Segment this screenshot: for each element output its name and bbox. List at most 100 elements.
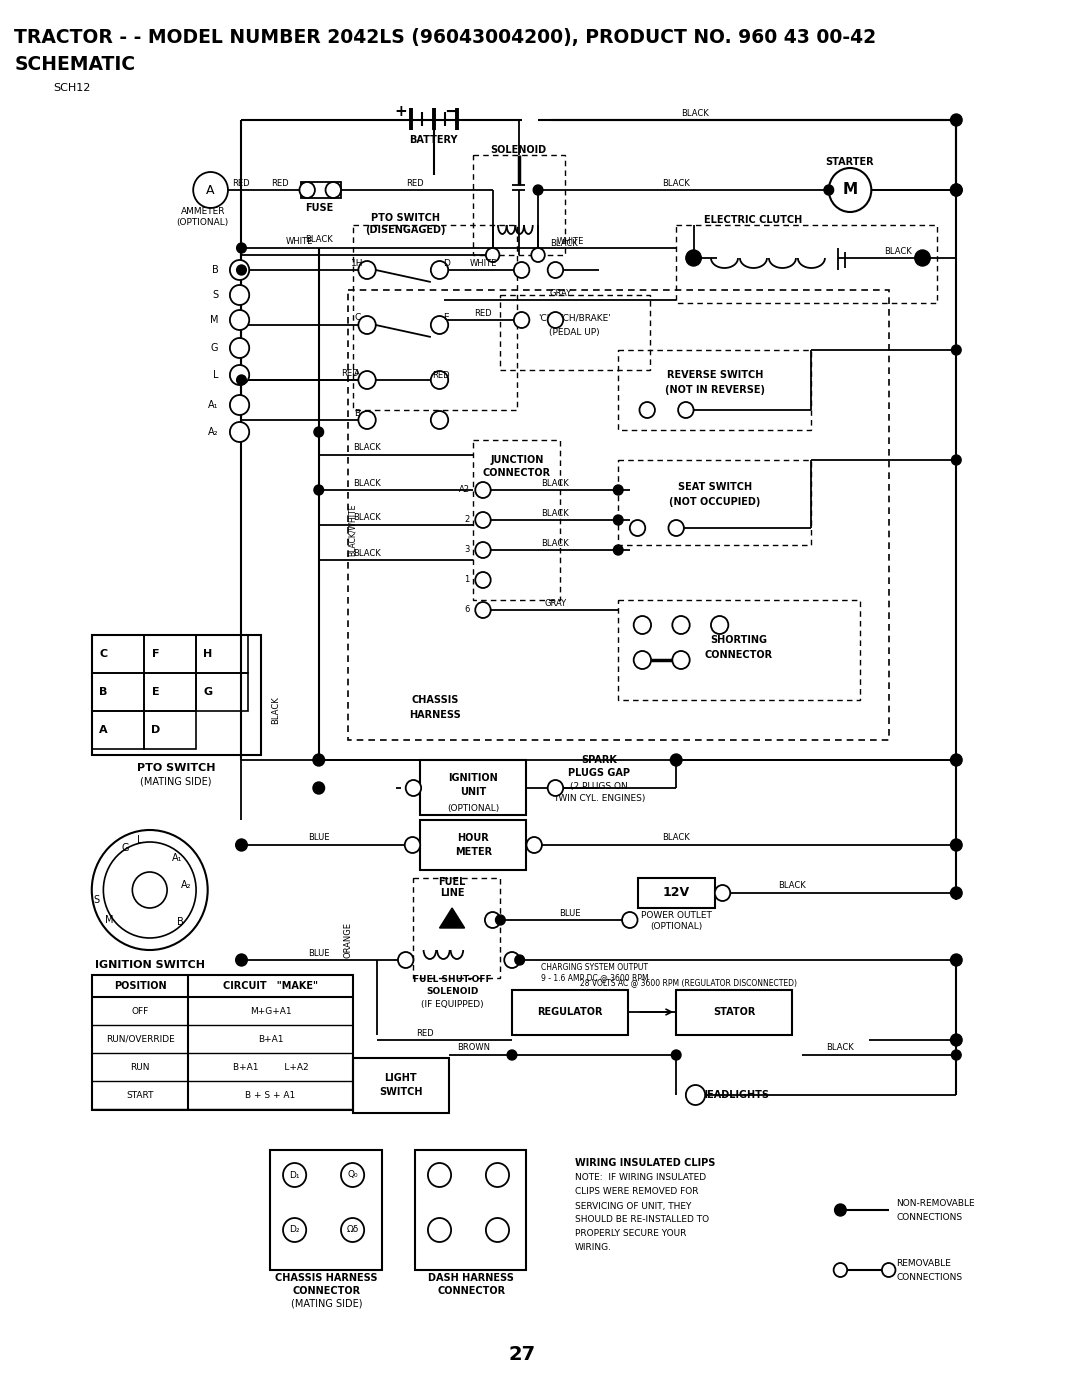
Text: (OPTIONAL): (OPTIONAL) bbox=[650, 922, 702, 930]
Circle shape bbox=[431, 261, 448, 279]
Text: BROWN: BROWN bbox=[457, 1044, 490, 1052]
Text: BLUE: BLUE bbox=[308, 949, 329, 957]
Circle shape bbox=[672, 1051, 681, 1060]
Bar bbox=[92, 636, 144, 673]
Circle shape bbox=[828, 168, 872, 212]
Text: CHARGING SYSTEM OUTPUT: CHARGING SYSTEM OUTPUT bbox=[541, 964, 648, 972]
Circle shape bbox=[678, 402, 693, 418]
Circle shape bbox=[193, 172, 228, 208]
Text: BLUE: BLUE bbox=[559, 908, 581, 918]
Text: CONNECTIONS: CONNECTIONS bbox=[896, 1274, 962, 1282]
Circle shape bbox=[428, 1162, 451, 1187]
Text: F: F bbox=[152, 650, 159, 659]
Circle shape bbox=[950, 184, 962, 196]
Bar bbox=[301, 182, 341, 198]
Text: A₂: A₂ bbox=[207, 427, 218, 437]
Text: SHORTING: SHORTING bbox=[711, 636, 768, 645]
Circle shape bbox=[486, 1162, 509, 1187]
Circle shape bbox=[359, 411, 376, 429]
Circle shape bbox=[669, 520, 684, 536]
Circle shape bbox=[504, 951, 519, 968]
Text: BLACK: BLACK bbox=[551, 239, 579, 247]
Bar bbox=[144, 673, 197, 711]
Text: (DISENGAGED): (DISENGAGED) bbox=[365, 225, 446, 235]
Circle shape bbox=[313, 754, 325, 766]
Circle shape bbox=[950, 887, 962, 900]
Text: RED: RED bbox=[416, 1028, 434, 1038]
Text: WHITE: WHITE bbox=[286, 236, 313, 246]
Circle shape bbox=[613, 485, 623, 495]
Circle shape bbox=[230, 285, 249, 305]
Text: STARTER: STARTER bbox=[826, 156, 875, 168]
Circle shape bbox=[834, 1263, 847, 1277]
Circle shape bbox=[496, 915, 505, 925]
Text: HOUR: HOUR bbox=[458, 833, 489, 842]
Circle shape bbox=[950, 184, 962, 196]
Text: 9 - 1.6 AMP DC @ 3600 RPM: 9 - 1.6 AMP DC @ 3600 RPM bbox=[541, 974, 649, 982]
Circle shape bbox=[475, 482, 490, 497]
Circle shape bbox=[548, 312, 563, 328]
Text: CONNECTOR: CONNECTOR bbox=[483, 468, 551, 478]
Circle shape bbox=[671, 754, 681, 766]
Circle shape bbox=[104, 842, 197, 937]
Text: A₂: A₂ bbox=[181, 880, 191, 890]
Text: FUEL: FUEL bbox=[438, 877, 465, 887]
Circle shape bbox=[237, 374, 246, 386]
Bar bbox=[352, 225, 517, 409]
Text: G: G bbox=[211, 344, 218, 353]
Circle shape bbox=[230, 422, 249, 441]
Text: STATOR: STATOR bbox=[713, 1007, 755, 1017]
Circle shape bbox=[514, 312, 529, 328]
Circle shape bbox=[399, 951, 414, 968]
Circle shape bbox=[325, 182, 341, 198]
Circle shape bbox=[431, 316, 448, 334]
Bar bbox=[473, 155, 565, 256]
Circle shape bbox=[359, 372, 376, 388]
Text: (IF EQUIPPED): (IF EQUIPPED) bbox=[421, 999, 484, 1009]
Text: 6: 6 bbox=[464, 605, 470, 615]
Circle shape bbox=[230, 365, 249, 386]
Text: DASH HARNESS: DASH HARNESS bbox=[429, 1273, 514, 1282]
Circle shape bbox=[314, 427, 324, 437]
Text: BLACK: BLACK bbox=[779, 882, 806, 890]
Text: REMOVABLE: REMOVABLE bbox=[896, 1260, 951, 1268]
Text: PTO SWITCH: PTO SWITCH bbox=[136, 763, 215, 773]
Text: BATTERY: BATTERY bbox=[409, 136, 458, 145]
Circle shape bbox=[613, 515, 623, 525]
Circle shape bbox=[230, 260, 249, 279]
Text: BLACK: BLACK bbox=[885, 246, 913, 256]
Bar bbox=[637, 877, 715, 908]
Bar bbox=[414, 877, 500, 978]
Text: CONNECTIONS: CONNECTIONS bbox=[896, 1214, 962, 1222]
Text: A: A bbox=[206, 183, 215, 197]
Text: M: M bbox=[842, 183, 858, 197]
Circle shape bbox=[508, 1051, 517, 1060]
Circle shape bbox=[475, 542, 490, 557]
Bar bbox=[618, 599, 860, 700]
Circle shape bbox=[283, 1162, 307, 1187]
Text: CONNECTOR: CONNECTOR bbox=[293, 1287, 361, 1296]
Text: Ωδ: Ωδ bbox=[347, 1225, 359, 1235]
Text: SOLENOID: SOLENOID bbox=[490, 145, 546, 155]
Text: TWIN CYL. ENGINES): TWIN CYL. ENGINES) bbox=[553, 793, 645, 802]
Text: (NOT OCCUPIED): (NOT OCCUPIED) bbox=[670, 497, 760, 507]
Text: LIGHT: LIGHT bbox=[384, 1073, 417, 1083]
Bar bbox=[618, 351, 811, 430]
Circle shape bbox=[237, 243, 246, 253]
Text: POSITION: POSITION bbox=[113, 981, 166, 990]
Circle shape bbox=[950, 840, 962, 851]
Circle shape bbox=[475, 511, 490, 528]
Text: AMMETER: AMMETER bbox=[180, 208, 225, 217]
Text: IGNITION: IGNITION bbox=[448, 773, 498, 782]
Polygon shape bbox=[440, 908, 464, 928]
Bar bbox=[92, 975, 352, 1111]
Text: RED: RED bbox=[232, 179, 249, 187]
Text: 27: 27 bbox=[508, 1345, 536, 1365]
Text: 28 VOLTS AC @ 3600 RPM (REGULATOR DISCONNECTED): 28 VOLTS AC @ 3600 RPM (REGULATOR DISCON… bbox=[580, 978, 797, 988]
Bar bbox=[676, 990, 792, 1035]
Circle shape bbox=[514, 263, 529, 278]
Text: BLACK: BLACK bbox=[662, 179, 690, 187]
Text: M: M bbox=[105, 915, 113, 925]
Text: SHOULD BE RE-INSTALLED TO: SHOULD BE RE-INSTALLED TO bbox=[575, 1215, 708, 1225]
Text: TRACTOR - - MODEL NUMBER 2042LS (96043004200), PRODUCT NO. 960 43 00-42: TRACTOR - - MODEL NUMBER 2042LS (9604300… bbox=[14, 28, 877, 47]
